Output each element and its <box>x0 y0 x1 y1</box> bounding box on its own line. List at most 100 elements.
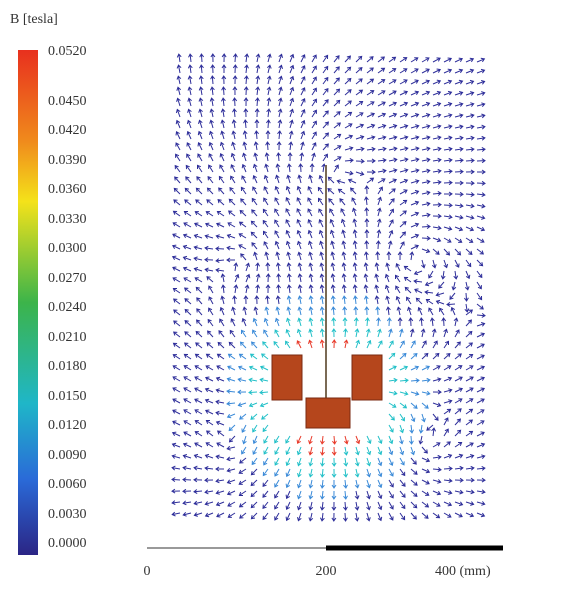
field-arrow <box>183 409 192 415</box>
field-arrow <box>264 152 270 162</box>
field-arrow <box>240 186 247 195</box>
field-arrow <box>351 197 357 206</box>
field-arrow <box>377 468 383 478</box>
colorbar-title: B [tesla] <box>10 12 58 27</box>
field-arrow <box>377 79 386 85</box>
field-arrow <box>388 90 397 96</box>
field-arrow <box>251 457 258 466</box>
field-arrow <box>297 306 303 316</box>
field-arrow <box>410 168 420 174</box>
field-arrow <box>261 413 269 420</box>
field-arrow <box>331 328 337 338</box>
field-arrow <box>220 97 226 107</box>
field-arrow <box>172 266 181 272</box>
field-arrow <box>241 163 247 173</box>
field-arrow <box>250 490 258 498</box>
field-arrow <box>244 75 249 85</box>
field-arrow <box>266 64 272 74</box>
field-arrow <box>196 319 203 327</box>
field-arrow <box>289 119 294 129</box>
field-arrow <box>252 317 258 327</box>
field-arrow <box>263 446 269 455</box>
colorbar-label: 0.0150 <box>48 389 87 404</box>
field-arrow <box>339 198 346 206</box>
field-arrow <box>399 391 409 396</box>
field-arrow <box>265 130 271 139</box>
field-arrow <box>286 295 292 305</box>
field-arrow <box>307 185 313 195</box>
field-arrow <box>275 295 281 305</box>
field-arrow <box>285 240 291 250</box>
field-arrow <box>237 402 247 407</box>
field-arrow <box>399 199 408 206</box>
field-arrow <box>289 75 295 85</box>
field-arrow <box>454 237 463 243</box>
field-arrow <box>363 273 369 283</box>
field-arrow <box>238 490 247 496</box>
field-arrow <box>432 352 440 360</box>
scale-label: 200 <box>316 564 337 579</box>
field-arrow <box>410 90 420 96</box>
field-arrow <box>344 66 352 74</box>
field-arrow <box>263 457 269 466</box>
field-arrow <box>183 387 192 393</box>
field-arrow <box>333 88 341 96</box>
field-arrow <box>388 402 397 408</box>
field-arrow <box>275 174 280 184</box>
field-arrow <box>349 187 357 195</box>
field-arrow <box>375 306 381 316</box>
field-arrow <box>399 146 409 152</box>
field-arrow <box>443 428 449 437</box>
colorbar-label: 0.0520 <box>48 44 87 59</box>
field-arrow <box>432 225 442 231</box>
field-arrow <box>340 208 346 217</box>
field-arrow <box>355 55 363 63</box>
field-arrow <box>454 68 464 74</box>
colorbar-label: 0.0120 <box>48 418 87 433</box>
field-arrow <box>377 196 382 206</box>
field-arrow <box>344 89 352 96</box>
field-arrow <box>443 376 453 382</box>
field-arrow <box>454 376 463 382</box>
field-arrow <box>297 273 303 283</box>
field-arrow <box>476 180 486 186</box>
field-arrow <box>476 489 486 495</box>
field-arrow <box>399 90 409 96</box>
field-arrow <box>410 68 419 74</box>
field-arrow <box>465 309 474 316</box>
field-arrow <box>354 479 360 489</box>
field-arrow <box>399 413 405 422</box>
field-arrow <box>194 211 203 217</box>
field-arrow <box>336 179 346 184</box>
field-arrow <box>311 65 317 74</box>
field-arrow <box>425 299 434 305</box>
field-arrow <box>443 417 449 426</box>
field-arrow <box>228 198 236 206</box>
field-arrow <box>377 479 383 489</box>
field-arrow <box>333 77 340 85</box>
field-arrow <box>182 500 192 506</box>
field-arrow <box>443 388 453 393</box>
field-arrow <box>465 342 474 349</box>
field-arrow <box>465 91 475 96</box>
field-arrow <box>331 512 337 522</box>
field-arrow <box>421 490 430 496</box>
field-arrow <box>435 292 445 297</box>
field-arrow <box>374 273 380 283</box>
field-arrow <box>377 340 383 349</box>
field-arrow <box>410 157 420 163</box>
field-arrow <box>320 446 325 456</box>
colorbar-label: 0.0390 <box>48 153 87 168</box>
field-arrow <box>465 113 475 119</box>
field-arrow <box>252 163 258 173</box>
field-arrow <box>449 292 456 300</box>
field-arrow <box>476 270 483 279</box>
field-arrow <box>251 242 258 250</box>
field-arrow <box>410 146 420 152</box>
field-arrow <box>477 169 486 175</box>
field-arrow <box>322 121 330 129</box>
colorbar-label: 0.0000 <box>48 536 87 551</box>
field-arrow <box>226 413 236 419</box>
field-arrow <box>319 339 325 349</box>
field-arrow <box>183 431 192 437</box>
